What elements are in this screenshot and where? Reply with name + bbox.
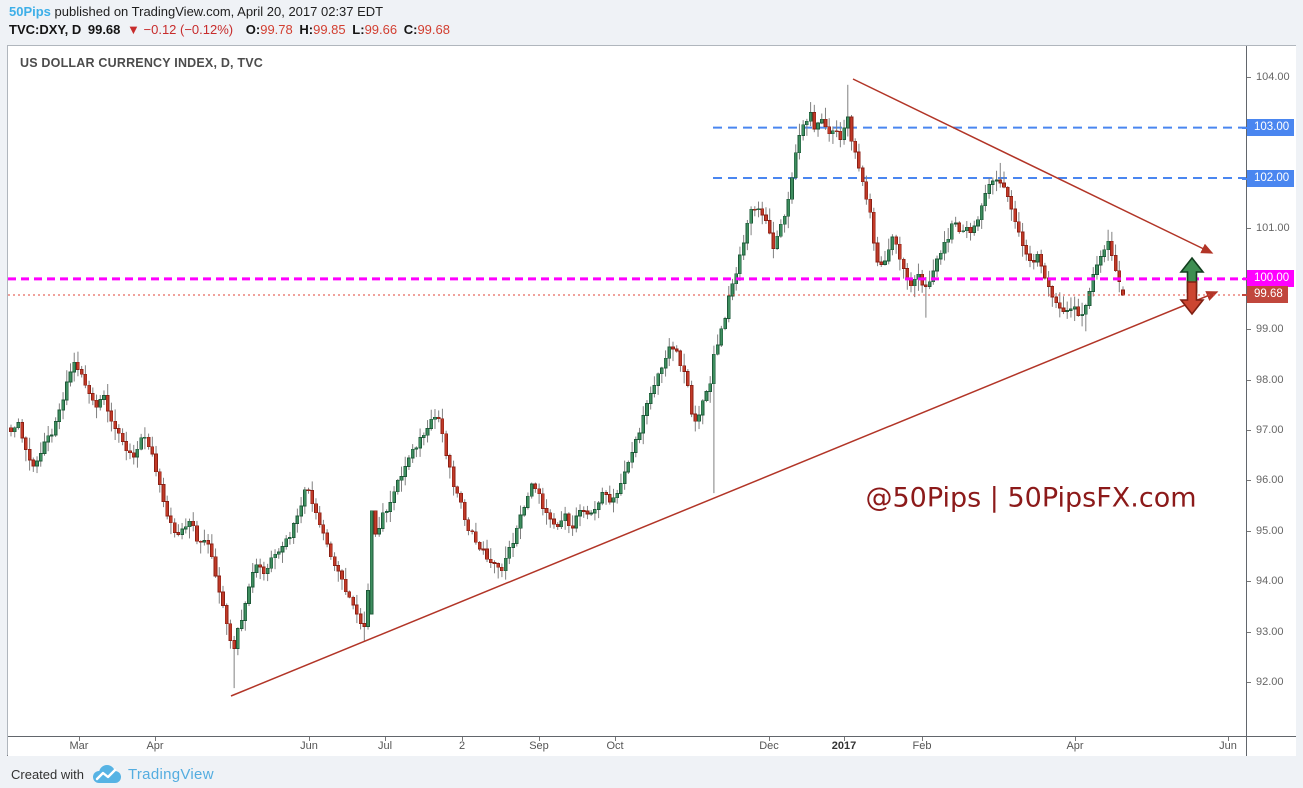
time-tickmark-Oct xyxy=(615,737,616,741)
time-axis[interactable]: Mar Apr Jun Jul 2 Sep Oct Dec 2017 Feb Apr Jun xyxy=(8,736,1246,756)
time-tick-Jul: Jul xyxy=(377,740,393,752)
symbol-ohlc-bar: TVC:DXY, D 99.68 ▼ −0.12 (−0.12%) O:99.7… xyxy=(9,21,453,39)
time-tickmark-Jun xyxy=(1228,737,1229,741)
time-tick-Apr: Apr xyxy=(1066,740,1084,752)
time-tick-Sep: Sep xyxy=(529,740,549,752)
time-tick-2017: 2017 xyxy=(831,740,857,752)
chart-canvas[interactable] xyxy=(8,46,1246,736)
watermark-text: @50Pips | 50PipsFX.com xyxy=(865,482,1197,514)
chart-frame: US DOLLAR CURRENCY INDEX, D, TVC @50Pips… xyxy=(7,45,1296,756)
tradingview-cloud-icon[interactable] xyxy=(91,764,121,784)
footer-attribution: Created with TradingView xyxy=(11,763,214,785)
time-tickmark-2 xyxy=(462,737,463,741)
time-tickmark-Jun xyxy=(309,737,310,741)
direction-arrow-annotations[interactable] xyxy=(1179,256,1205,316)
symbol-label: TVC:DXY, D xyxy=(9,22,82,37)
time-tick-2: 2 xyxy=(458,740,466,752)
descending-resistance-trendline[interactable] xyxy=(852,78,1214,254)
resistance-levels-back[interactable] xyxy=(713,126,1246,180)
trendline-annotations[interactable] xyxy=(230,78,1219,697)
time-tickmark-2017 xyxy=(844,737,845,741)
key-levels-front[interactable] xyxy=(8,277,1246,296)
open-value: 99.78 xyxy=(260,22,293,37)
author-link[interactable]: 50Pips xyxy=(9,4,51,19)
price-tag-103.00: 103.00 xyxy=(1242,119,1295,137)
time-tick-Apr: Apr xyxy=(146,740,164,752)
created-with-text: Created with xyxy=(11,766,84,782)
candlestick-plot-area[interactable]: US DOLLAR CURRENCY INDEX, D, TVC @50Pips… xyxy=(8,46,1246,736)
low-label: L: xyxy=(352,22,365,37)
low-value: 99.66 xyxy=(364,22,398,37)
time-tick-Jun: Jun xyxy=(300,740,318,752)
candle-wicks-layer xyxy=(10,84,1124,689)
time-tickmark-Apr xyxy=(1075,737,1076,741)
price-tag-102.00: 102.00 xyxy=(1242,169,1295,187)
time-tick-Mar: Mar xyxy=(69,740,89,752)
high-label: H: xyxy=(299,22,314,37)
time-tickmark-Mar xyxy=(79,737,80,741)
time-tickmark-Dec xyxy=(769,737,770,741)
published-text: published on TradingView.com, April 20, … xyxy=(54,4,384,19)
time-tickmark-Sep xyxy=(539,737,540,741)
time-tickmark-Apr xyxy=(155,737,156,741)
price-tag-100.00: 100.00 xyxy=(1242,270,1295,288)
close-label: C: xyxy=(403,22,418,37)
candle-bodies-layer xyxy=(9,112,1125,649)
down-arrow-annotation[interactable] xyxy=(1179,281,1205,316)
tradingview-brand-link[interactable]: TradingView xyxy=(127,765,214,783)
price-change: ▼ −0.12 (−0.12%) xyxy=(127,22,234,37)
time-tick-Jun: Jun xyxy=(1219,740,1237,752)
time-tick-Feb: Feb xyxy=(912,740,932,752)
time-tickmark-Feb xyxy=(922,737,923,741)
high-value: 99.85 xyxy=(313,22,346,37)
close-value: 99.68 xyxy=(417,22,450,37)
time-tick-Oct: Oct xyxy=(606,740,624,752)
chart-title: US DOLLAR CURRENCY INDEX, D, TVC xyxy=(20,56,263,70)
open-label: O: xyxy=(245,22,261,37)
axis-corner xyxy=(1246,736,1296,756)
last-price: 99.68 xyxy=(87,22,121,37)
ascending-support-trendline[interactable] xyxy=(230,291,1219,697)
time-tick-Dec: Dec xyxy=(759,740,779,752)
time-tickmark-Jul xyxy=(385,737,386,741)
price-tag-99.68: 99.68 xyxy=(1242,286,1288,304)
price-axis[interactable]: 104.00103.00102.00101.00100.0099.0098.00… xyxy=(1242,46,1296,736)
publish-header: 50Pips published on TradingView.com, Apr… xyxy=(9,3,383,21)
